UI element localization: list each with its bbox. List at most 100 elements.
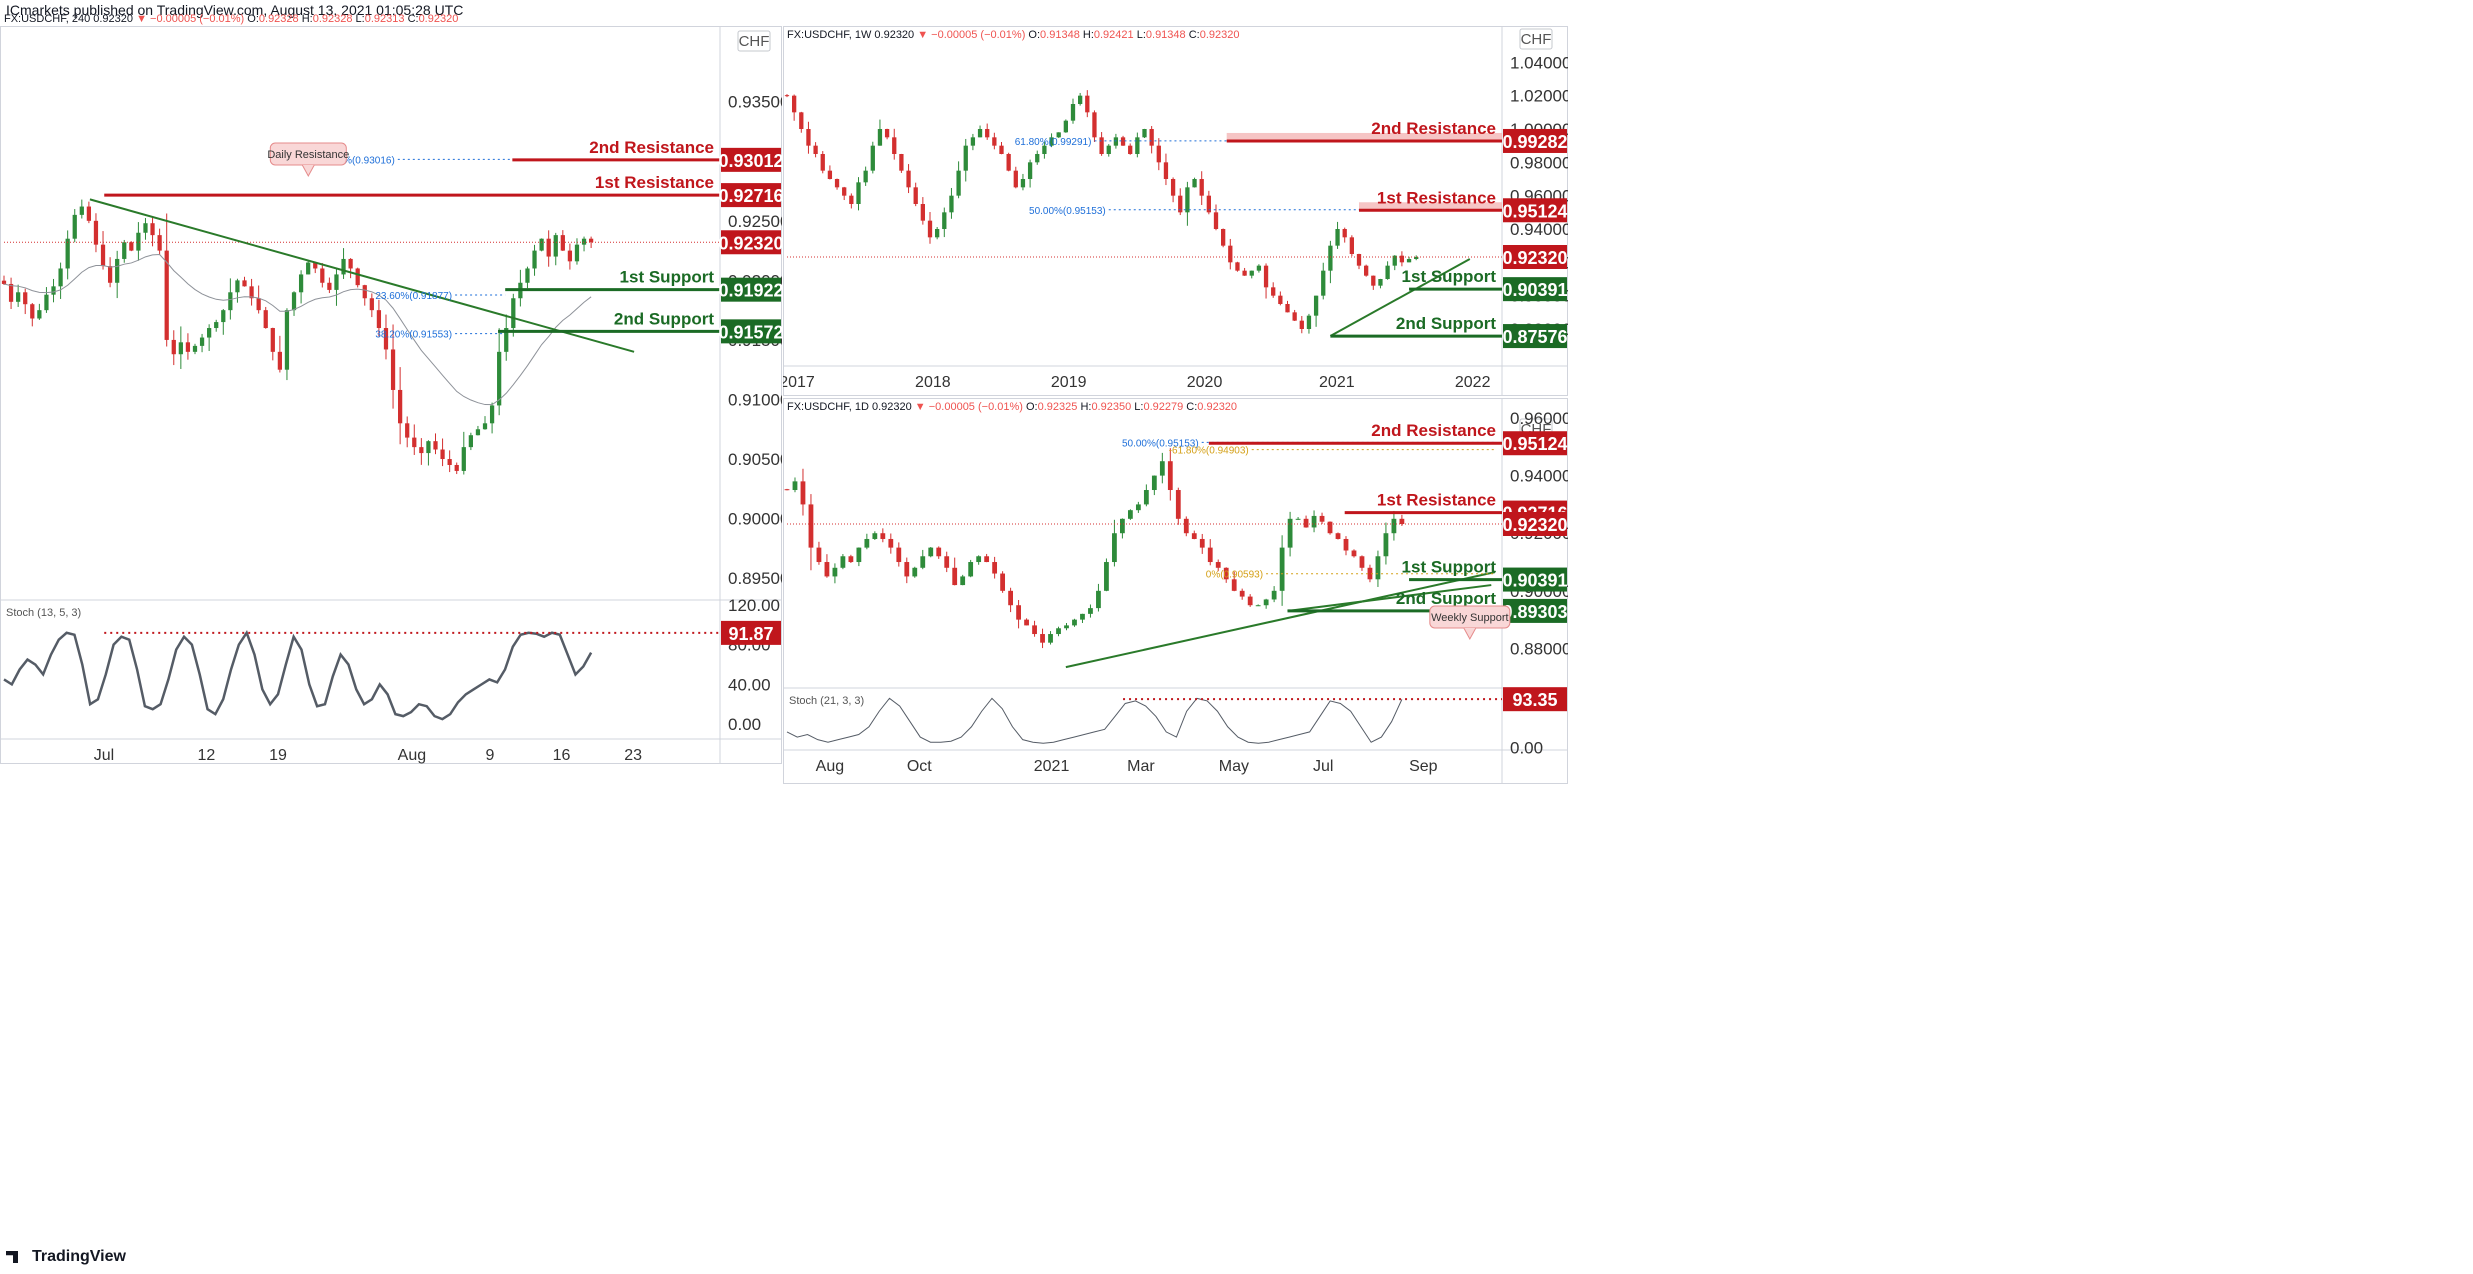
- h4-stoch-line: [3, 629, 593, 721]
- h4-candle-body: [440, 449, 445, 460]
- w1-title-change: ▼ −0.00005 (−0.01%): [917, 29, 1028, 41]
- weekly-chart-panel[interactable]: FX:USDCHF, 1W 0.92320 ▼ −0.00005 (−0.01%…: [783, 26, 1568, 396]
- w1-candle-body: [1092, 112, 1097, 138]
- h4-candle-body: [291, 292, 297, 311]
- h4-candle-body: [560, 235, 565, 251]
- w1-title-o-v: 0.91348: [1040, 29, 1083, 41]
- h4-price-tag-text-0: 0.93012: [718, 151, 782, 171]
- w1-last-price-tag-text: 0.92320: [1502, 248, 1567, 268]
- w1-candle-body: [792, 95, 797, 113]
- w1-price-tag-1: [1503, 198, 1567, 223]
- d1-candle-body: [1159, 461, 1165, 476]
- h4-price-tag-text-2: 0.91922: [718, 281, 782, 301]
- d1-candle-body: [1263, 599, 1269, 606]
- h4-candle-body: [447, 459, 452, 465]
- w1-candle-body: [1013, 170, 1018, 188]
- h4-title-part: ▼ −0.00005 (−0.01%): [136, 13, 248, 25]
- d1-candle-body: [848, 556, 854, 563]
- h4-candle-body: [426, 441, 431, 454]
- d1-price-tag-text-0: 0.95124: [1502, 434, 1567, 454]
- w1-candle-body: [1206, 195, 1211, 213]
- h4-candle-body: [228, 292, 233, 311]
- h4-level-name-2: 1st Support: [620, 268, 715, 287]
- publisher-text: ICmarkets published on TradingView.com, …: [6, 2, 464, 18]
- w1-candle-body: [1199, 179, 1204, 196]
- h4-candle-body: [171, 339, 176, 355]
- d1-callout-pointer: [1463, 627, 1477, 641]
- h4-stoch-label: Stoch (13, 5, 3): [6, 607, 81, 619]
- d1-candle-body: [960, 576, 966, 586]
- w1-candle-body: [1063, 120, 1068, 133]
- d1-candle-body: [992, 562, 998, 574]
- h4-title-part: H:: [301, 13, 313, 25]
- w1-x-tick-0: 2017: [783, 374, 815, 391]
- daily-chart-panel[interactable]: FX:USDCHF, 1D 0.92320 ▼ −0.00005 (−0.01%…: [783, 398, 1568, 784]
- w1-price-tag-text-3: 0.87576: [1502, 327, 1567, 347]
- h4-candle-body: [504, 328, 509, 352]
- w1-candle-body: [1056, 132, 1061, 138]
- d1-candle-body: [840, 556, 846, 568]
- d1-candle-body: [984, 556, 990, 563]
- d1-x-tick-1: Oct: [907, 758, 932, 775]
- w1-candle-body: [1049, 137, 1054, 146]
- h4-candle-body: [412, 437, 417, 448]
- h4-candle-body: [65, 238, 70, 269]
- w1-candle-body: [999, 145, 1004, 154]
- h4-title-part: L:: [355, 13, 365, 25]
- h4-stoch-y-tick-0: 0.00: [728, 715, 761, 734]
- d1-candle-body: [1080, 613, 1085, 620]
- d1-candle-body: [864, 538, 870, 548]
- h4-candle-body: [539, 238, 544, 251]
- h4-candle-body: [284, 310, 290, 370]
- d1-candle-body: [1191, 533, 1197, 539]
- h4-currency-box: [737, 30, 771, 52]
- w1-candle-body: [1113, 137, 1119, 146]
- w1-candle-body: [985, 129, 990, 138]
- h4-title-part: 0.92328: [312, 13, 356, 25]
- w1-level-name-1: 1st Resistance: [1377, 188, 1496, 207]
- w1-candle-body: [870, 145, 875, 171]
- w1-currency-label: CHF: [1521, 31, 1552, 48]
- d1-title-l: L:: [1134, 401, 1143, 413]
- w1-title-c-v: 0.92320: [1200, 29, 1240, 41]
- w1-candle-body: [884, 129, 890, 138]
- h4-candle-body: [525, 268, 530, 283]
- d1-candle-body: [888, 538, 894, 548]
- w1-candle-body: [992, 137, 997, 146]
- d1-title-l-v: 0.92279: [1143, 401, 1186, 413]
- w1-x-tick-4: 2021: [1319, 374, 1355, 391]
- h4-title-part: FX:USDCHF, 240: [4, 13, 94, 25]
- w1-candle-body: [1163, 162, 1169, 179]
- w1-candle-body: [956, 170, 961, 196]
- d1-candle-body: [928, 547, 934, 557]
- h4-stoch-y-tick-1: 40.00: [728, 675, 771, 694]
- d1-stoch-line: [786, 697, 1403, 744]
- d1-candle-body: [1351, 550, 1357, 557]
- w1-title-c: C:: [1189, 29, 1200, 41]
- h4-candle-body: [468, 435, 473, 448]
- w1-x-tick-3: 2020: [1187, 374, 1223, 391]
- w1-x-tick-5: 2022: [1455, 374, 1491, 391]
- d1-candle-body: [816, 547, 822, 563]
- d1-stoch-label: Stoch (21, 3, 3): [789, 695, 864, 707]
- w1-candle-body: [1106, 145, 1111, 154]
- h4-x-tick-3: Aug: [398, 747, 426, 764]
- w1-candle-body: [834, 179, 840, 188]
- d1-candle-body: [1120, 518, 1125, 534]
- w1-fib-label-1: 61.80%(0.99291): [1015, 137, 1092, 148]
- w1-candle-body: [1378, 279, 1383, 286]
- h4-candle-body: [390, 349, 396, 390]
- h4-candle-body: [489, 405, 495, 424]
- w1-zone-1: [1359, 202, 1502, 211]
- h4-x-tick-5: 16: [553, 747, 571, 764]
- d1-candle-body: [1064, 625, 1069, 629]
- w1-x-tick-2: 2019: [1051, 374, 1087, 391]
- w1-candle-body: [827, 170, 833, 179]
- d1-x-tick-3: Mar: [1127, 758, 1155, 775]
- h4-candle-body: [588, 238, 594, 243]
- w1-title-h-v: 0.92421: [1094, 29, 1137, 41]
- w1-candle-body: [863, 170, 868, 183]
- h4-price-tag-3: [721, 319, 781, 344]
- h4-chart-panel[interactable]: FX:USDCHF, 240 0.92320 ▼ −0.00005 (−0.01…: [0, 26, 782, 764]
